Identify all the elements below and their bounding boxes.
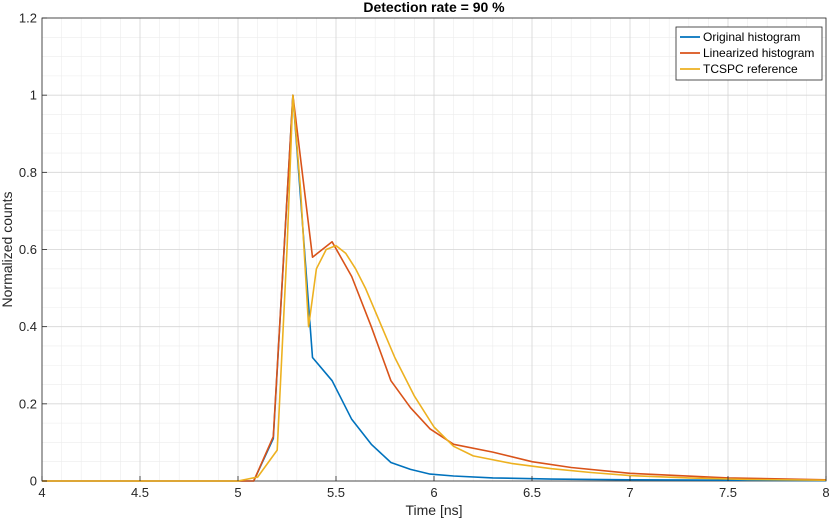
legend: Original histogram Linearized histogram TC… (675, 26, 823, 81)
x-tick-label: 7 (626, 485, 633, 500)
tcspc-reference-line (42, 94, 827, 482)
x-tick-label: 6.5 (523, 485, 541, 500)
legend-label: Linearized histogram (703, 46, 814, 60)
y-tick-label: 0.6 (19, 242, 37, 257)
y-tick-label: 0.4 (19, 319, 37, 334)
y-tick-label: 0.8 (19, 165, 37, 180)
x-tick-label: 4.5 (131, 485, 149, 500)
ticks-layer: 4 4.5 5 5.5 6 6.5 7 7.5 8 0 0.2 0.4 0.6 0.8 1 1.2 (19, 11, 830, 501)
x-tick-label: 5 (234, 485, 241, 500)
legend-box (675, 26, 823, 81)
x-tick-label: 6 (430, 485, 437, 500)
y-tick-label: 1 (30, 88, 37, 103)
x-tick-label: 7.5 (719, 485, 737, 500)
series-layer (42, 94, 827, 482)
y-tick-label: 0 (30, 474, 37, 489)
legend-label: Original histogram (703, 30, 800, 44)
x-axis-label: Time [ns] (405, 502, 462, 518)
x-tick-label: 8 (822, 485, 829, 500)
x-tick-label: 5.5 (327, 485, 345, 500)
y-tick-label: 0.2 (19, 396, 37, 411)
linearized-histogram-line (42, 94, 827, 482)
y-axis-label: Normalized counts (0, 192, 15, 308)
y-tick-label: 1.2 (19, 11, 37, 26)
legend-label: TCSPC reference (703, 62, 798, 76)
chart-title: Detection rate = 90 % (363, 0, 505, 15)
x-tick-label: 4 (38, 485, 45, 500)
